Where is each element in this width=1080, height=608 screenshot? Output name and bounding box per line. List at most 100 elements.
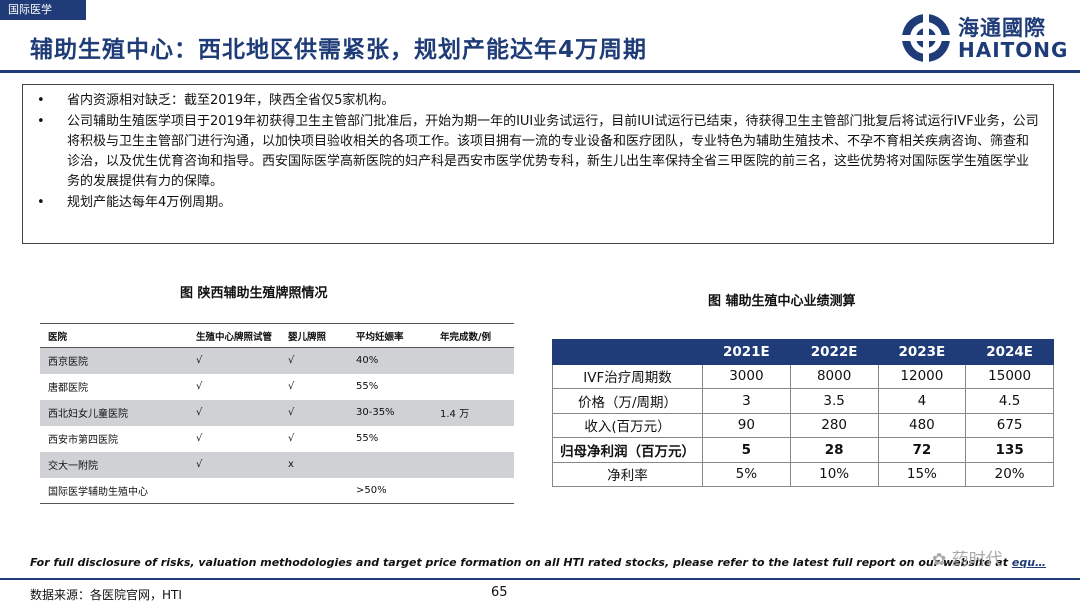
bullet-dot-icon: • — [37, 93, 45, 108]
cell-value: 4 — [877, 388, 967, 414]
cell-value: 4.5 — [965, 388, 1054, 414]
cell-annual-cases — [432, 347, 514, 374]
license-table-header: 医院 生殖中心牌照试管 婴儿牌照 平均妊娠率 年完成数/例 — [40, 323, 514, 348]
cell-hospital: 西安市第四医院 — [48, 435, 118, 446]
wechat-icon: ✿ — [932, 550, 952, 570]
cell-pregnancy-rate: 30-35% — [348, 399, 432, 426]
header-hospital: 医院 — [40, 323, 188, 348]
page-title: 辅助生殖中心：西北地区供需紧张，规划产能达年4万周期 — [30, 37, 648, 63]
cell-value: 3000 — [702, 363, 791, 389]
performance-table: 2021E 2022E 2023E 2024E IVF治疗周期数 3000 80… — [552, 339, 1054, 487]
cell-infant-license: √ — [288, 381, 295, 392]
cell-pregnancy-rate: 55% — [356, 381, 379, 392]
cell-value: 280 — [789, 412, 879, 438]
bullet-text: 省内资源相对缺乏：截至2019年，陕西全省仅5家机构。 — [67, 93, 395, 108]
cell-value: 28 — [789, 437, 879, 463]
cell-hospital: 西京医院 — [40, 347, 188, 374]
cell-ivf-license: √ — [188, 451, 280, 478]
cell-value: 15000 — [965, 363, 1054, 389]
bullet-dot-icon: • — [37, 114, 45, 129]
table-row: 交大一附院 √ x — [40, 451, 514, 478]
watermark-text: 药时代 — [951, 550, 1003, 570]
website-link[interactable]: equ… — [1011, 556, 1047, 569]
row-label: IVF治疗周期数 — [552, 363, 703, 389]
cell-value: 5% — [702, 461, 791, 487]
summary-bullet: • 公司辅助生殖医学项目于2019年初获得卫生主管部门批准后，开始为期一年的IU… — [35, 112, 1041, 192]
performance-table-header: 2021E 2022E 2023E 2024E — [552, 339, 1054, 365]
cell-ivf-license: √ — [196, 433, 203, 444]
table-row: 西北妇女儿童医院 √ √ 30-35% 1.4 万 — [40, 399, 514, 426]
cell-value: 480 — [877, 412, 967, 438]
cell-ivf-license: √ — [188, 399, 280, 426]
table-row: 归母净利润（百万元） 5 28 72 135 — [552, 437, 1054, 463]
cell-value: 15% — [877, 461, 967, 487]
cell-ivf-license: √ — [188, 347, 280, 374]
cell-value: 72 — [877, 437, 967, 463]
header-year: 2024E — [965, 339, 1054, 365]
summary-bullet: • 省内资源相对缺乏：截至2019年，陕西全省仅5家机构。 — [35, 91, 1041, 111]
cell-annual-cases — [432, 477, 514, 504]
cell-value: 20% — [965, 461, 1054, 487]
title-divider — [0, 70, 1080, 73]
table-row: IVF治疗周期数 3000 8000 12000 15000 — [552, 363, 1054, 389]
cell-hospital: 唐都医院 — [48, 383, 88, 394]
bullet-dot-icon: • — [37, 195, 45, 210]
performance-table-caption: 图 辅助生殖中心业绩测算 — [708, 294, 856, 309]
cell-value: 10% — [789, 461, 879, 487]
logo-english-text: HAITONG — [958, 38, 1069, 62]
cell-value: 135 — [965, 437, 1054, 463]
disclosure-body: For full disclosure of risks, valuation … — [30, 556, 1012, 569]
header-blank — [552, 339, 703, 365]
header-year: 2022E — [789, 339, 879, 365]
logo-chinese-text: 海通國際 — [958, 16, 1046, 40]
cell-annual-cases — [432, 451, 514, 478]
cell-infant-license — [280, 477, 348, 504]
cell-hospital: 西北妇女儿童医院 — [40, 399, 188, 426]
data-source: 数据来源：各医院官网，HTI — [30, 588, 182, 602]
footer-divider — [0, 578, 1080, 580]
cell-value: 3 — [702, 388, 791, 414]
cell-pregnancy-rate: 40% — [348, 347, 432, 374]
cell-ivf-license: √ — [196, 381, 203, 392]
cell-value: 8000 — [789, 363, 879, 389]
header-annual-cases: 年完成数/例 — [432, 323, 514, 348]
license-table-caption: 图 陕西辅助生殖牌照情况 — [180, 286, 328, 301]
cell-annual-cases — [432, 426, 514, 452]
bullet-text: 公司辅助生殖医学项目于2019年初获得卫生主管部门批准后，开始为期一年的IUI业… — [67, 114, 1039, 189]
cell-value: 3.5 — [789, 388, 879, 414]
license-table: 医院 生殖中心牌照试管 婴儿牌照 平均妊娠率 年完成数/例 西京医院 √ √ 4… — [40, 323, 514, 504]
disclosure-text: For full disclosure of risks, valuation … — [30, 556, 1046, 569]
table-row: 唐都医院 √ √ 55% — [40, 374, 514, 400]
cell-annual-cases: 1.4 万 — [432, 399, 514, 426]
row-label: 净利率 — [552, 461, 703, 487]
cell-pregnancy-rate: >50% — [348, 477, 432, 504]
row-label: 归母净利润（百万元） — [552, 437, 703, 463]
header-pregnancy-rate: 平均妊娠率 — [348, 323, 432, 348]
row-label: 收入(百万元） — [552, 412, 703, 438]
cell-infant-license: √ — [280, 399, 348, 426]
summary-bullet: • 规划产能达每年4万例周期。 — [35, 193, 1041, 213]
cell-pregnancy-rate: 55% — [356, 433, 379, 444]
cell-hospital: 交大一附院 — [40, 451, 188, 478]
cell-infant-license: √ — [280, 347, 348, 374]
cell-infant-license: x — [280, 451, 348, 478]
row-label: 价格（万/周期） — [552, 388, 703, 414]
cell-value: 675 — [965, 412, 1054, 438]
haitong-emblem-icon — [902, 14, 950, 62]
table-row: 收入(百万元） 90 280 480 675 — [552, 412, 1054, 438]
header-year: 2023E — [877, 339, 967, 365]
cell-value: 5 — [702, 437, 791, 463]
header-ivf-license: 生殖中心牌照试管 — [188, 323, 280, 348]
cell-ivf-license — [188, 477, 280, 504]
table-row: 国际医学辅助生殖中心 >50% — [40, 477, 514, 504]
cell-value: 12000 — [877, 363, 967, 389]
table-row: 净利率 5% 10% 15% 20% — [552, 461, 1054, 487]
bullet-text: 规划产能达每年4万例周期。 — [67, 195, 232, 210]
table-row: 西京医院 √ √ 40% — [40, 347, 514, 374]
haitong-logo: 海通國際 HAITONG — [900, 10, 1067, 66]
cell-pregnancy-rate — [348, 451, 432, 478]
cell-hospital: 国际医学辅助生殖中心 — [40, 477, 188, 504]
table-row: 西安市第四医院 √ √ 55% — [40, 426, 514, 452]
cell-infant-license: √ — [288, 433, 295, 444]
table-row: 价格（万/周期） 3 3.5 4 4.5 — [552, 388, 1054, 414]
